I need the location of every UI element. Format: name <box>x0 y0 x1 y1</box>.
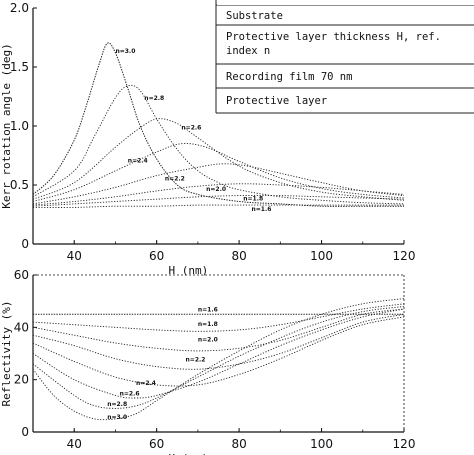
kerr-series-label-n-3-0: n=3.0 <box>115 48 135 55</box>
kerr-series-label-n-2-4: n=2.4 <box>128 158 148 165</box>
legend-top-strip <box>217 0 474 5</box>
kerr-x-axis-label: H (nm) <box>169 264 209 277</box>
kerr-series-n-1-8 <box>32 195 405 207</box>
layer-structure-legend: Substrate Protective layer thickness H, … <box>215 0 474 114</box>
kerr-series-n-2-4 <box>32 143 405 202</box>
reflectivity-y-tick-label-3: 60 <box>14 268 29 282</box>
kerr-y-axis-label: Kerr rotation angle (deg) <box>0 43 13 209</box>
reflectivity-series-label-n-2-4: n=2.4 <box>136 380 156 387</box>
reflectivity-series-n-2-8 <box>32 305 405 409</box>
kerr-series-n-1-6 <box>32 204 404 208</box>
reflectivity-series-n-2-0 <box>32 308 405 352</box>
kerr-x-tick-label-4: 120 <box>393 249 416 263</box>
reflectivity-chart: 40 60 80 100 120 0 20 40 60 H (nm) Reflectivity (%… <box>0 268 415 455</box>
kerr-y-tick-label-0: 0 <box>21 237 29 251</box>
reflectivity-series-n-2-6 <box>32 308 405 399</box>
kerr-series-label-n-2-8: n=2.8 <box>144 95 164 102</box>
reflectivity-series-n-2-2 <box>32 313 405 370</box>
reflectivity-y-tick-label-2: 40 <box>14 320 29 334</box>
reflectivity-x-tick-label-3: 100 <box>310 437 333 451</box>
kerr-series-n-2-0 <box>32 183 405 206</box>
kerr-x-tick-label-0: 40 <box>67 249 82 263</box>
reflectivity-x-tick-label-2: 80 <box>231 437 246 451</box>
kerr-rotation-chart: 40 60 80 100 120 0 0.5 1.0 1.5 2.0 H (nm) Kerr rota… <box>0 1 415 277</box>
reflectivity-series-n-1-8 <box>32 303 405 332</box>
kerr-series-label-n-2-0: n=2.0 <box>206 186 226 193</box>
legend-substrate: Substrate <box>226 10 283 22</box>
reflectivity-x-tick-label-0: 40 <box>67 437 82 451</box>
kerr-y-tick-label-2: 1.0 <box>10 119 29 133</box>
reflectivity-x-tick-label-1: 60 <box>149 437 164 451</box>
reflectivity-series-n-3-0 <box>32 298 405 421</box>
kerr-series-label-n-1-6: n=1.6 <box>251 206 271 213</box>
kerr-x-tick-label-2: 80 <box>231 249 246 263</box>
reflectivity-series-label-n-2-6: n=2.6 <box>120 390 140 397</box>
reflectivity-y-tick-label-0: 0 <box>21 425 29 439</box>
legend-protective-layer: Protective layer <box>226 95 327 107</box>
reflectivity-series-label-n-1-6: n=1.6 <box>198 307 218 314</box>
reflectivity-series-label-n-2-0: n=2.0 <box>198 337 218 344</box>
reflectivity-series-label-n-2-2: n=2.2 <box>186 356 206 363</box>
reflectivity-x-tick-label-4: 120 <box>393 437 416 451</box>
legend-recording-film: Recording film 70 nm <box>226 71 352 83</box>
reflectivity-x-axis-label: H (nm) <box>169 452 209 455</box>
kerr-y-tick-label-1: 0.5 <box>10 178 29 192</box>
kerr-series-n-3-0 <box>32 42 404 207</box>
reflectivity-series-label-n-2-8: n=2.8 <box>107 401 127 408</box>
kerr-series-n-2-2 <box>32 163 405 205</box>
kerr-series-label-n-2-2: n=2.2 <box>165 175 185 182</box>
kerr-series-n-2-6 <box>32 118 405 201</box>
kerr-series-label-n-2-6: n=2.6 <box>181 125 201 132</box>
kerr-series-n-2-8 <box>32 84 405 205</box>
legend-protective-layer-thickness: Protective layer thickness H, ref. index … <box>226 31 441 57</box>
reflectivity-y-tick-label-1: 20 <box>14 373 29 387</box>
kerr-y-tick-label-3: 1.5 <box>10 60 29 74</box>
reflectivity-series-label-n-1-8: n=1.8 <box>198 321 218 328</box>
reflectivity-series-n-2-4 <box>32 316 405 387</box>
kerr-y-tick-label-4: 2.0 <box>10 1 29 15</box>
kerr-x-tick-label-3: 100 <box>310 249 333 263</box>
kerr-series-label-n-1-8: n=1.8 <box>243 195 263 202</box>
reflectivity-series-label-n-3-0: n=3.0 <box>107 414 127 421</box>
reflectivity-y-axis-label: Reflectivity (%) <box>0 301 13 407</box>
kerr-x-tick-label-1: 60 <box>149 249 164 263</box>
